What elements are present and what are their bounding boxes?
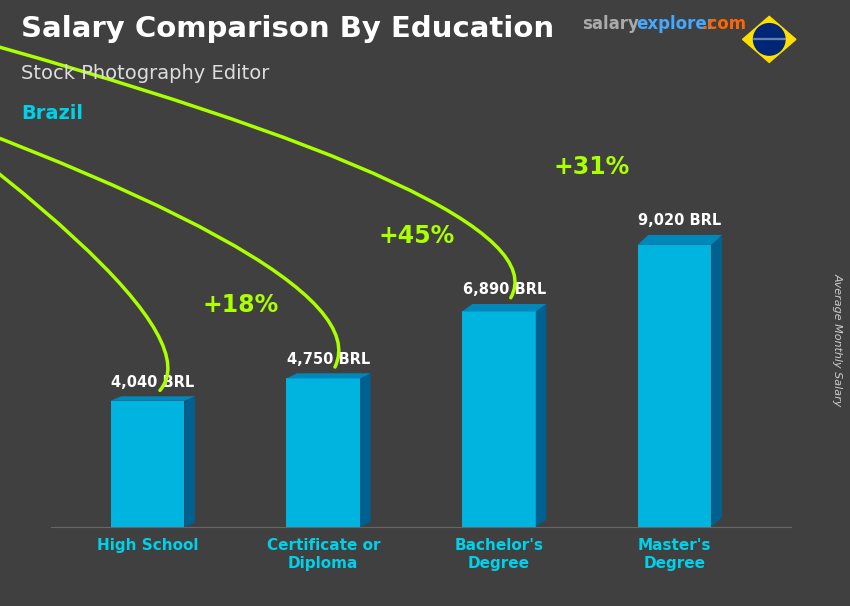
Polygon shape — [638, 245, 711, 527]
Text: .com: .com — [701, 15, 746, 33]
Polygon shape — [110, 401, 184, 527]
Polygon shape — [753, 38, 785, 39]
Polygon shape — [638, 235, 722, 245]
Text: Average Monthly Salary: Average Monthly Salary — [832, 273, 842, 406]
Text: Brazil: Brazil — [21, 104, 83, 123]
Text: Salary Comparison By Education: Salary Comparison By Education — [21, 15, 554, 43]
Text: Stock Photography Editor: Stock Photography Editor — [21, 64, 269, 82]
Text: 6,890 BRL: 6,890 BRL — [462, 282, 546, 297]
Text: 9,020 BRL: 9,020 BRL — [638, 213, 722, 228]
Polygon shape — [184, 396, 195, 527]
Text: +18%: +18% — [202, 293, 279, 317]
Polygon shape — [711, 235, 722, 527]
Text: 4,750 BRL: 4,750 BRL — [287, 351, 370, 367]
Polygon shape — [286, 373, 371, 379]
Polygon shape — [110, 396, 195, 401]
Text: +45%: +45% — [378, 224, 455, 248]
Polygon shape — [286, 379, 360, 527]
Polygon shape — [360, 373, 371, 527]
Polygon shape — [536, 304, 547, 527]
Text: explorer: explorer — [636, 15, 715, 33]
Polygon shape — [743, 16, 796, 62]
Text: salary: salary — [582, 15, 639, 33]
Text: +31%: +31% — [554, 155, 630, 179]
Text: 4,040 BRL: 4,040 BRL — [111, 375, 195, 390]
Polygon shape — [462, 311, 536, 527]
Circle shape — [753, 24, 785, 55]
Polygon shape — [462, 304, 547, 311]
